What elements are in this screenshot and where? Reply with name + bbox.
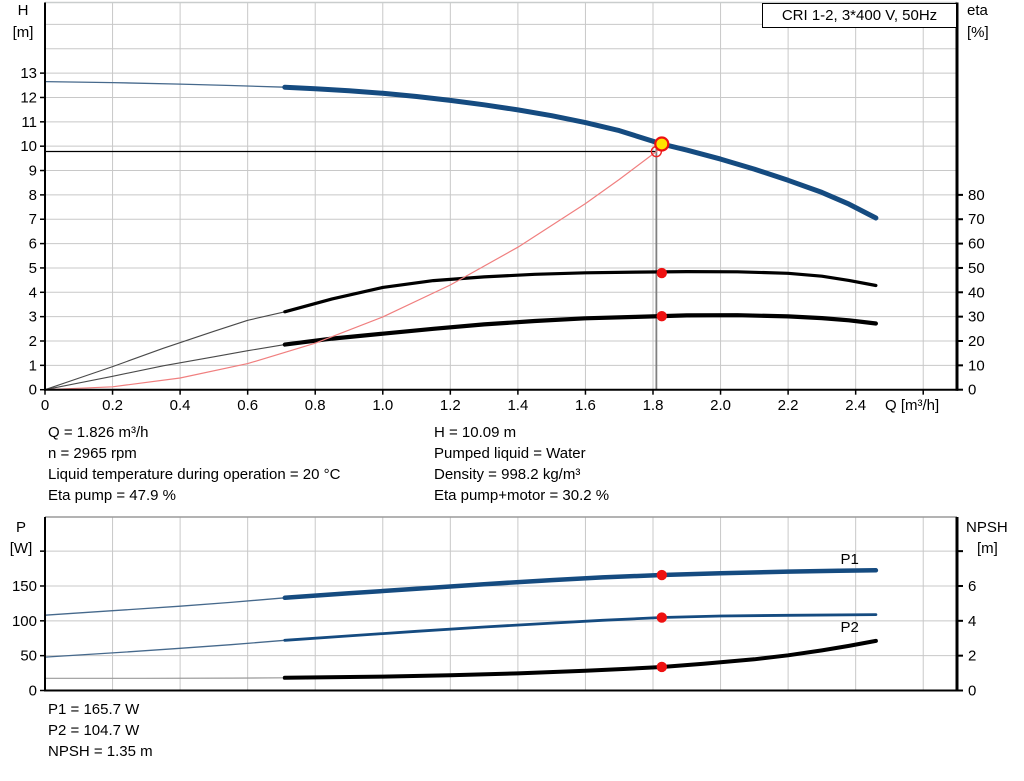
x-tick-label: 1.2 — [440, 397, 461, 414]
eta-pump — [283, 270, 878, 314]
operating-data-line-etamot: Eta pump+motor = 30.2 % — [434, 487, 610, 504]
pump-curve-h-thin — [44, 80, 285, 88]
eta-pump-motor-operating-dot — [656, 310, 667, 322]
left-tick-label: 5 — [29, 260, 37, 277]
right-tick-label: 30 — [968, 309, 985, 326]
x-tick-label: 1.0 — [372, 397, 393, 414]
x-tick-label: 1.6 — [575, 397, 596, 414]
p2-shaft-power — [283, 613, 878, 642]
pump-curve-h — [282, 84, 879, 221]
eta-pump-motor-thin — [44, 344, 285, 391]
right-tick-label: 4 — [968, 613, 976, 630]
duty-point-marker[interactable] — [654, 136, 670, 152]
right-tick-label: 6 — [968, 578, 976, 595]
eta-pump-thin — [44, 311, 285, 391]
left-tick-label: 7 — [29, 211, 37, 228]
x-tick-label: 0.8 — [305, 397, 326, 414]
right-tick-label: 60 — [968, 236, 985, 253]
right-tick-label: 80 — [968, 187, 985, 204]
right-tick-label: 70 — [968, 211, 985, 228]
left-tick-label: 1 — [29, 357, 37, 374]
x-tick-label: 0 — [41, 397, 49, 414]
right-tick-label: 0 — [968, 382, 976, 399]
left-tick-label: 150 — [12, 578, 37, 595]
x-tick-label: 0.4 — [170, 397, 191, 414]
right-axis-unit: [%] — [967, 24, 989, 41]
operating-data-line-density: Density = 998.2 kg/m³ — [434, 466, 581, 483]
p1-input-power — [282, 568, 879, 601]
series-label-p1: P1 — [840, 551, 858, 568]
x-tick-label: 1.8 — [643, 397, 664, 414]
right-tick-label: 2 — [968, 648, 976, 665]
x-tick-label: 1.4 — [507, 397, 528, 414]
series-label-p2: P2 — [840, 619, 858, 636]
left-tick-label: 8 — [29, 187, 37, 204]
npsh-curve-thin — [45, 677, 285, 679]
left-tick-label: 10 — [20, 138, 37, 155]
operating-data-line-q: Q = 1.826 m³/h — [48, 424, 149, 441]
left-tick-label: 0 — [29, 683, 37, 700]
left-axis-unit: [m] — [13, 24, 34, 41]
right-tick-label: 0 — [968, 683, 976, 700]
left-tick-label: 6 — [29, 236, 37, 253]
left-tick-label: 0 — [29, 382, 37, 399]
left-tick-label: 4 — [29, 284, 37, 301]
power-data-line-p1: P1 = 165.7 W — [48, 701, 140, 718]
x-tick-label: 0.6 — [237, 397, 258, 414]
left-tick-label: 2 — [29, 333, 37, 350]
left-tick-label: 12 — [20, 89, 37, 106]
operating-data-line-etapump: Eta pump = 47.9 % — [48, 487, 176, 504]
left-tick-label: 11 — [21, 114, 37, 131]
left-axis-unit: [W] — [10, 540, 33, 557]
x-axis-title: Q [m³/h] — [885, 397, 939, 414]
pump-type-label: CRI 1-2, 3*400 V, 50Hz — [781, 7, 938, 24]
power-data-line-p2: P2 = 104.7 W — [48, 722, 140, 739]
pump-type-label-box: CRI 1-2, 3*400 V, 50Hz — [762, 3, 957, 28]
operating-data-line-h: H = 10.09 m — [434, 424, 517, 441]
operating-data-line-liquid: Pumped liquid = Water — [434, 445, 586, 462]
x-tick-label: 2.4 — [845, 397, 866, 414]
x-tick-label: 2.0 — [710, 397, 731, 414]
right-tick-label: 10 — [968, 357, 985, 374]
left-tick-label: 13 — [20, 65, 37, 82]
power-data-line-npsh: NPSH = 1.35 m — [48, 743, 153, 760]
left-tick-label: 100 — [12, 613, 37, 630]
right-axis-title: eta — [967, 2, 989, 19]
eta-pump-motor — [282, 313, 879, 347]
right-tick-label: 50 — [968, 260, 985, 277]
left-axis-title: H — [18, 2, 29, 19]
p1-input-power-thin — [44, 597, 285, 616]
left-tick-label: 50 — [20, 648, 37, 665]
eta-pump-operating-dot — [656, 267, 667, 279]
npsh-curve — [282, 638, 878, 680]
left-tick-label: 3 — [29, 309, 37, 326]
p2-operating-dot — [656, 612, 667, 623]
right-tick-label: 20 — [968, 333, 985, 350]
operating-data-line-temp: Liquid temperature during operation = 20… — [48, 466, 341, 483]
x-tick-label: 2.2 — [778, 397, 799, 414]
p1-operating-dot — [656, 569, 667, 581]
right-tick-label: 40 — [968, 284, 985, 301]
right-axis-unit: [m] — [977, 540, 998, 557]
x-tick-label: 0.2 — [102, 397, 123, 414]
operating-data-line-n: n = 2965 rpm — [48, 445, 137, 462]
system-curve-thin — [44, 143, 667, 391]
left-tick-label: 9 — [29, 163, 37, 180]
left-axis-title: P — [16, 519, 26, 536]
npsh-operating-dot — [656, 661, 667, 673]
right-axis-title: NPSH — [966, 519, 1008, 536]
p2-shaft-power-thin — [44, 639, 285, 658]
